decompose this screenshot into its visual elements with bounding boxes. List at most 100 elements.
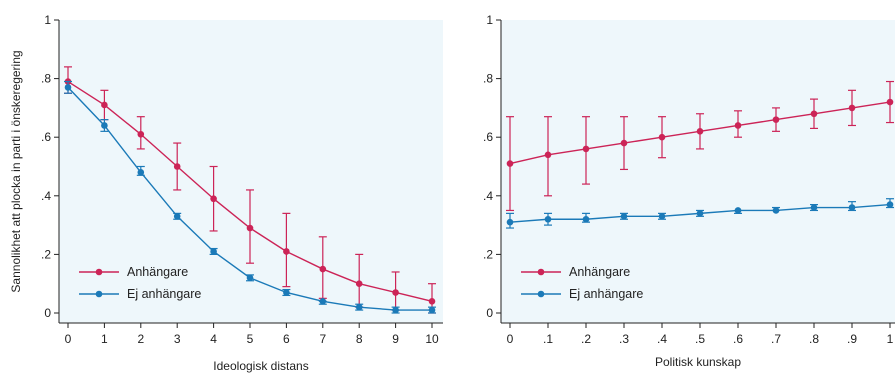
data-point — [173, 213, 181, 220]
data-point — [658, 133, 666, 141]
data-point — [137, 130, 145, 138]
x-tick-label: .1 — [543, 332, 553, 346]
x-axis-title: Ideologisk distans — [213, 359, 308, 373]
legend: Anhängare Ej anhängare — [521, 265, 643, 301]
data-point — [696, 128, 704, 135]
x-ticks: 0 .1 .2 .3 .4 .5 .6 .7 .8 .9 1 — [507, 323, 894, 346]
data-point — [772, 207, 780, 214]
x-tick-label: 0 — [507, 332, 514, 346]
legend-swatch-marker — [537, 268, 545, 276]
x-tick-label: 5 — [247, 332, 254, 346]
series-ej-anhangare — [506, 198, 894, 229]
y-ticks: 0 .2 .4 .6 .8 1 — [483, 13, 501, 320]
data-point — [101, 122, 108, 129]
data-point — [319, 265, 327, 273]
data-point — [64, 84, 72, 91]
data-point — [620, 139, 628, 147]
y-tick-label: .2 — [41, 247, 51, 261]
y-tick-label: .6 — [483, 130, 493, 144]
y-tick-label: .2 — [483, 247, 493, 261]
y-tick-label: 1 — [486, 13, 493, 27]
data-point — [428, 306, 436, 314]
x-tick-label: 6 — [283, 332, 290, 346]
data-point — [210, 195, 217, 203]
x-tick-label: .2 — [581, 332, 591, 346]
legend-swatch-marker — [537, 290, 545, 298]
data-point — [582, 145, 590, 153]
x-tick-label: 3 — [174, 332, 181, 346]
x-tick-label: 10 — [425, 332, 439, 346]
y-tick-label: 0 — [44, 306, 51, 320]
data-point — [810, 110, 818, 118]
x-tick-label: 9 — [392, 332, 399, 346]
data-point — [544, 151, 552, 159]
x-tick-label: .7 — [771, 332, 781, 346]
data-point — [772, 116, 780, 123]
data-point — [210, 248, 217, 255]
data-point — [658, 213, 666, 220]
series-ej-anhangare — [64, 80, 436, 314]
left-chart-ideologisk-distans: 0 .2 .4 .6 .8 1 0 1 2 3 4 5 6 7 8 9 10 Anhängare Ej anhä… — [9, 13, 443, 373]
y-tick-label: .4 — [483, 189, 493, 203]
data-point — [886, 98, 894, 106]
data-point — [848, 104, 856, 112]
data-point — [355, 303, 363, 311]
data-point — [283, 289, 290, 296]
x-tick-label: .4 — [657, 332, 667, 346]
legend-label: Anhängare — [127, 265, 188, 279]
x-ticks: 0 1 2 3 4 5 6 7 8 9 10 — [65, 323, 439, 346]
data-point — [101, 101, 108, 109]
plot-area — [501, 20, 895, 323]
data-point — [620, 213, 628, 220]
x-tick-label: .5 — [695, 332, 705, 346]
x-axis-title: Politisk kunskap — [655, 355, 741, 369]
data-point — [355, 280, 363, 288]
series-group — [64, 66, 436, 314]
x-tick-label: .9 — [847, 332, 857, 346]
data-point — [544, 215, 552, 223]
x-tick-label: 1 — [101, 332, 108, 346]
legend-swatch-marker — [95, 268, 103, 276]
legend-swatch-marker — [95, 290, 103, 298]
data-point — [734, 122, 742, 129]
x-tick-label: 8 — [356, 332, 363, 346]
data-point — [696, 210, 704, 217]
data-point — [810, 204, 818, 211]
x-tick-label: 0 — [65, 332, 72, 346]
y-tick-label: .8 — [41, 72, 51, 86]
y-ticks: 0 .2 .4 .6 .8 1 — [41, 13, 59, 320]
y-tick-label: 0 — [486, 306, 493, 320]
data-point — [506, 160, 514, 167]
data-point — [246, 224, 254, 232]
data-point — [392, 289, 399, 296]
legend-label: Ej anhängare — [127, 287, 201, 301]
y-axis-title: Sannolikhet att plocka in parti i önsker… — [9, 50, 23, 292]
legend: Anhängare Ej anhängare — [79, 265, 201, 301]
legend-label: Anhängare — [569, 265, 630, 279]
data-point — [848, 204, 856, 211]
y-tick-label: 1 — [44, 13, 51, 27]
y-tick-label: .6 — [41, 130, 51, 144]
series-anhangare — [64, 66, 436, 314]
data-point — [428, 297, 436, 305]
series-group — [506, 80, 894, 229]
y-tick-label: .8 — [483, 72, 493, 86]
x-tick-label: .6 — [733, 332, 743, 346]
legend-label: Ej anhängare — [569, 287, 643, 301]
y-tick-label: .4 — [41, 189, 51, 203]
data-point — [283, 248, 290, 255]
x-tick-label: 4 — [210, 332, 217, 346]
data-point — [137, 169, 145, 176]
plot-area — [59, 20, 443, 323]
data-point — [319, 297, 327, 305]
x-tick-label: 1 — [887, 332, 894, 346]
data-point — [506, 218, 514, 226]
x-tick-label: .8 — [809, 332, 819, 346]
data-point — [246, 274, 254, 282]
x-tick-label: 7 — [319, 332, 326, 346]
data-point — [582, 215, 590, 223]
series-anhangare — [506, 80, 894, 212]
right-chart-politisk-kunskap: 0 .2 .4 .6 .8 1 0 .1 .2 .3 .4 .5 .6 .7 .8 .9 1 Anhängar… — [483, 13, 895, 369]
data-point — [734, 207, 742, 214]
